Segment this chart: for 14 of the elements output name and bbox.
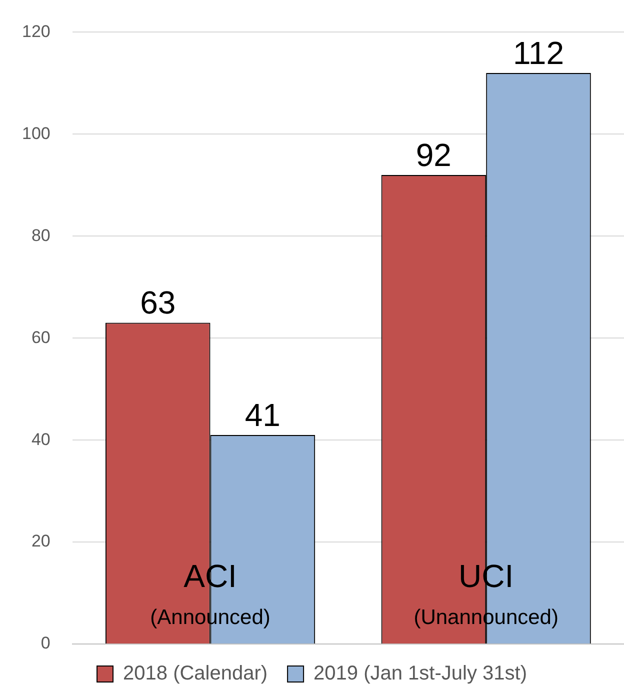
y-tick-label: 100 — [22, 124, 50, 143]
y-tick-label: 40 — [31, 430, 50, 449]
data-label: 63 — [140, 284, 176, 321]
y-tick-label: 20 — [31, 532, 50, 551]
x-tick-label: UCI (Unannounced) — [414, 558, 558, 629]
y-tick-label: 60 — [31, 328, 50, 347]
data-label: 41 — [244, 396, 280, 433]
data-label: 112 — [512, 34, 564, 71]
y-tick-label: 0 — [40, 634, 50, 653]
data-label: 92 — [416, 136, 452, 173]
y-tick-label: 80 — [31, 226, 50, 245]
legend-label: 2019 (Jan 1st-July 31st) — [314, 662, 527, 685]
legend-label: 2018 (Calendar) — [123, 662, 268, 685]
y-tick-label: 120 — [22, 22, 50, 41]
